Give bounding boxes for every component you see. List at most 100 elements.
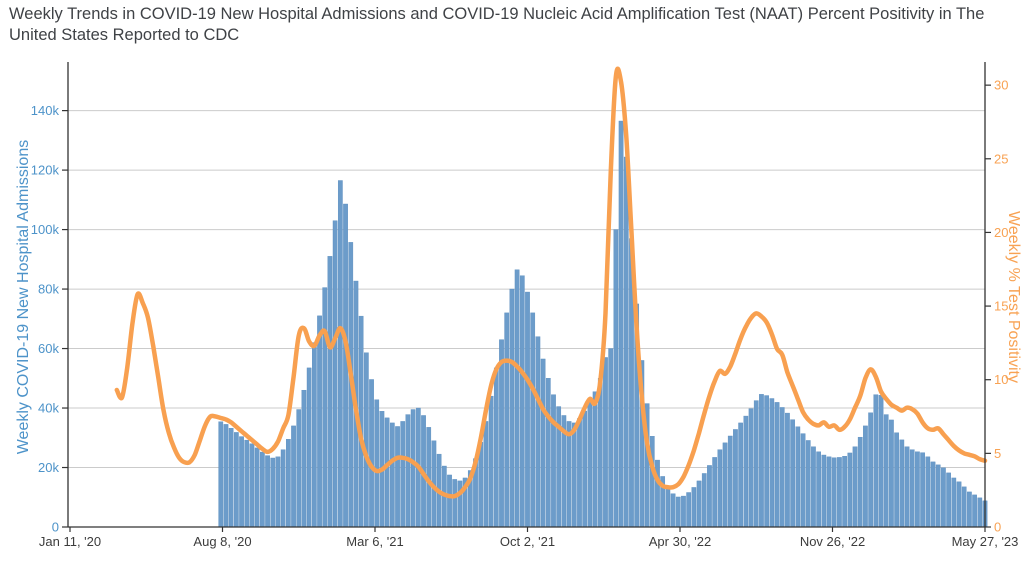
admissions-bar[interactable] xyxy=(535,336,541,528)
admissions-bar[interactable] xyxy=(733,429,738,528)
admissions-bar[interactable] xyxy=(774,402,780,528)
admissions-bar[interactable] xyxy=(722,442,728,528)
admissions-bar[interactable] xyxy=(363,352,369,528)
admissions-bar[interactable] xyxy=(447,474,452,528)
admissions-bar[interactable] xyxy=(582,410,588,528)
admissions-bar[interactable] xyxy=(488,395,494,528)
positivity-line[interactable] xyxy=(114,66,988,499)
admissions-bar[interactable] xyxy=(727,435,733,528)
admissions-bar[interactable] xyxy=(904,446,910,528)
admissions-bar[interactable] xyxy=(826,456,832,528)
admissions-bar[interactable] xyxy=(317,315,322,528)
admissions-bar[interactable] xyxy=(239,436,244,528)
admissions-bar[interactable] xyxy=(920,452,925,528)
admissions-bar[interactable] xyxy=(738,422,744,528)
admissions-bar[interactable] xyxy=(228,428,234,528)
admissions-bar[interactable] xyxy=(244,439,250,528)
admissions-bar[interactable] xyxy=(545,378,551,528)
admissions-bar[interactable] xyxy=(623,156,629,528)
admissions-bar[interactable] xyxy=(712,457,718,528)
admissions-bar[interactable] xyxy=(249,443,255,528)
admissions-bar[interactable] xyxy=(551,394,556,528)
admissions-bar[interactable] xyxy=(748,408,754,528)
admissions-bar[interactable] xyxy=(764,395,770,528)
admissions-bar[interactable] xyxy=(785,412,790,528)
admissions-bar[interactable] xyxy=(899,439,905,528)
admissions-bar[interactable] xyxy=(941,467,946,528)
admissions-bar[interactable] xyxy=(400,421,406,528)
admissions-bar[interactable] xyxy=(343,203,348,528)
admissions-bar[interactable] xyxy=(670,493,676,528)
admissions-bar[interactable] xyxy=(649,436,655,528)
admissions-bar[interactable] xyxy=(707,465,712,528)
admissions-bar[interactable] xyxy=(863,425,868,528)
admissions-bar[interactable] xyxy=(504,312,510,528)
admissions-bar[interactable] xyxy=(296,409,302,528)
admissions-bar[interactable] xyxy=(280,449,286,528)
admissions-bar[interactable] xyxy=(915,451,920,528)
admissions-bar[interactable] xyxy=(514,269,520,528)
admissions-bar[interactable] xyxy=(587,401,593,528)
admissions-bar[interactable] xyxy=(223,424,229,528)
admissions-bar[interactable] xyxy=(322,287,328,528)
admissions-bar[interactable] xyxy=(816,451,821,528)
admissions-bar[interactable] xyxy=(312,342,317,528)
admissions-bar[interactable] xyxy=(967,491,972,528)
admissions-bar[interactable] xyxy=(395,426,400,528)
admissions-bar[interactable] xyxy=(769,398,775,528)
admissions-bar[interactable] xyxy=(270,457,276,528)
admissions-bar[interactable] xyxy=(577,418,582,528)
admissions-bar[interactable] xyxy=(597,378,603,528)
admissions-bar[interactable] xyxy=(499,339,504,528)
admissions-bar[interactable] xyxy=(868,412,873,528)
admissions-bar[interactable] xyxy=(883,414,889,528)
admissions-bar[interactable] xyxy=(821,454,827,528)
admissions-bar[interactable] xyxy=(852,446,858,528)
admissions-bar[interactable] xyxy=(530,312,536,528)
admissions-bar[interactable] xyxy=(260,451,265,528)
admissions-bar[interactable] xyxy=(540,358,546,528)
admissions-bar[interactable] xyxy=(566,421,572,528)
admissions-bar[interactable] xyxy=(291,425,296,528)
admissions-bar[interactable] xyxy=(889,419,894,528)
admissions-bar[interactable] xyxy=(811,446,816,528)
admissions-bar[interactable] xyxy=(613,229,619,528)
admissions-bar[interactable] xyxy=(457,480,463,528)
admissions-bar[interactable] xyxy=(384,417,390,528)
admissions-bar[interactable] xyxy=(894,432,899,528)
admissions-bar[interactable] xyxy=(327,256,333,528)
admissions-bar[interactable] xyxy=(831,457,837,528)
admissions-bar[interactable] xyxy=(977,497,983,528)
admissions-bar[interactable] xyxy=(389,422,395,528)
admissions-bar[interactable] xyxy=(301,389,307,528)
admissions-bar[interactable] xyxy=(265,455,270,528)
admissions-bar[interactable] xyxy=(306,367,312,528)
admissions-bar[interactable] xyxy=(483,421,489,528)
admissions-bar[interactable] xyxy=(878,395,884,528)
admissions-bar[interactable] xyxy=(681,495,686,528)
admissions-bar[interactable] xyxy=(691,487,697,528)
admissions-bar[interactable] xyxy=(961,486,967,528)
admissions-bar[interactable] xyxy=(509,288,515,528)
admissions-bar[interactable] xyxy=(930,461,936,528)
admissions-bar[interactable] xyxy=(608,348,614,528)
admissions-bar[interactable] xyxy=(857,436,863,528)
admissions-bar[interactable] xyxy=(218,421,224,528)
admissions-bar[interactable] xyxy=(655,459,660,528)
admissions-bar[interactable] xyxy=(405,414,411,528)
admissions-bar[interactable] xyxy=(805,440,811,528)
admissions-bar[interactable] xyxy=(525,291,530,528)
admissions-bar[interactable] xyxy=(234,432,239,528)
admissions-bar[interactable] xyxy=(686,492,692,528)
admissions-bar[interactable] xyxy=(592,391,598,528)
admissions-bar[interactable] xyxy=(603,357,608,528)
admissions-bar[interactable] xyxy=(795,426,801,528)
admissions-bar[interactable] xyxy=(717,449,723,528)
admissions-bar[interactable] xyxy=(847,452,853,528)
admissions-bar[interactable] xyxy=(665,486,671,528)
admissions-bar[interactable] xyxy=(493,367,499,528)
admissions-bar[interactable] xyxy=(790,419,795,528)
admissions-bar[interactable] xyxy=(337,180,343,528)
admissions-bar[interactable] xyxy=(374,399,380,528)
admissions-bar[interactable] xyxy=(332,220,338,528)
